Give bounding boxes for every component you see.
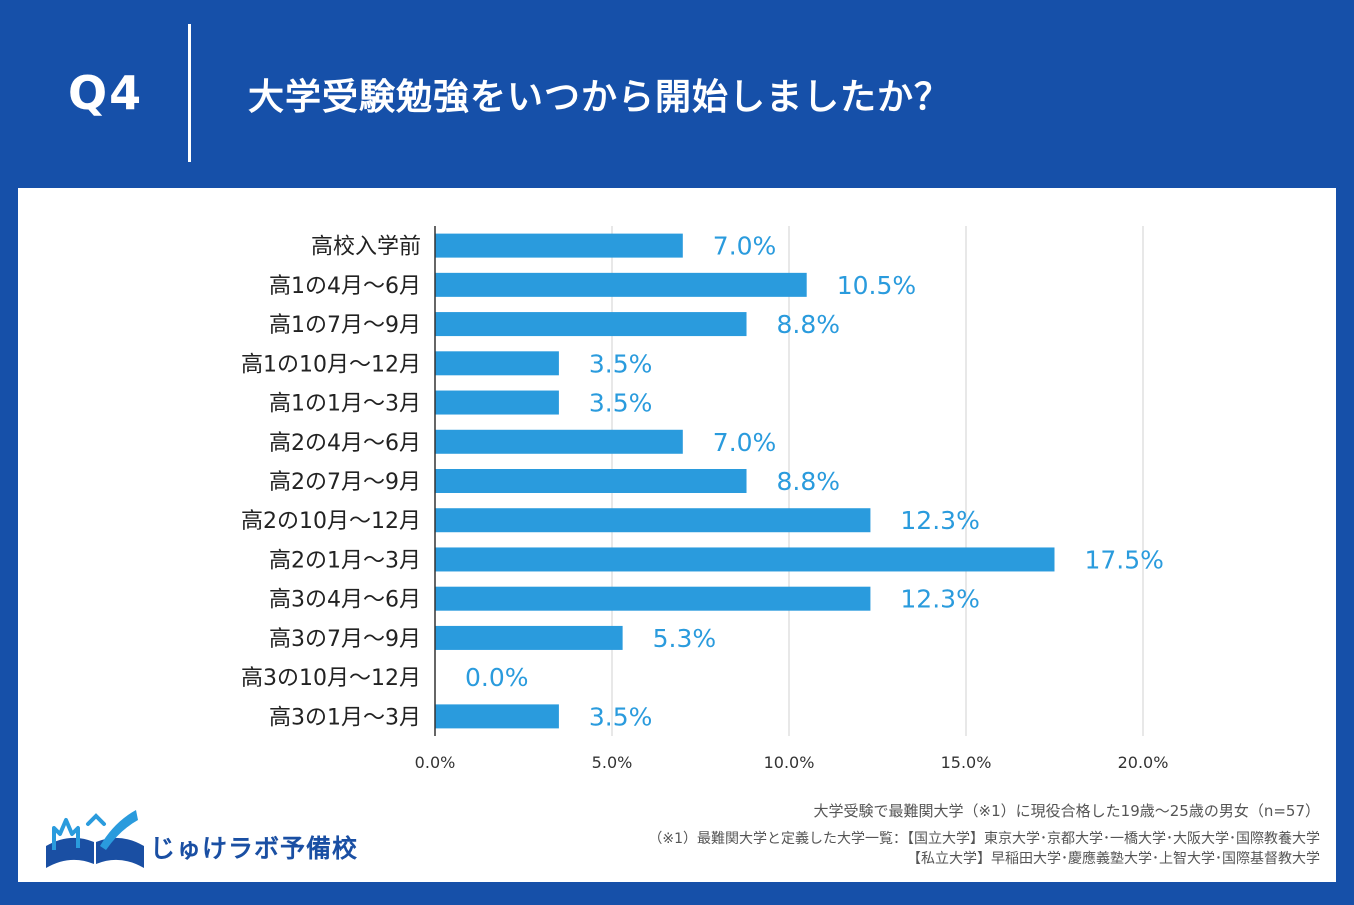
bar: [435, 704, 559, 729]
bar-chart: 0.0% 5.0% 10.0% 15.0% 20.0% 高校入学前 7.0% 高1の4月〜6月…: [241, 226, 1169, 772]
category-label: 高1の7月〜9月: [269, 313, 421, 338]
value-label: 0.0%: [465, 663, 529, 692]
value-label: 3.5%: [589, 389, 653, 418]
x-tick-label: 5.0%: [592, 753, 633, 772]
logo-text: じゅけラボ予備校: [150, 834, 359, 863]
category-label: 高3の7月〜9月: [269, 627, 421, 652]
value-label: 10.5%: [837, 271, 916, 300]
x-tick-label: 15.0%: [941, 753, 992, 772]
category-label: 高3の4月〜6月: [269, 588, 421, 613]
category-label: 高2の1月〜3月: [269, 548, 421, 573]
value-label: 12.3%: [900, 585, 979, 614]
category-label: 高3の1月〜3月: [269, 705, 421, 730]
x-tick-label: 20.0%: [1118, 753, 1169, 772]
bar: [435, 508, 871, 533]
header-divider: [188, 24, 191, 162]
survey-note: 大学受験で最難関大学（※1）に現役合格した19歳〜25歳の男女（n=57）: [813, 802, 1320, 820]
question-number: Q4: [68, 66, 144, 120]
bar: [435, 469, 747, 493]
bar: [435, 429, 683, 454]
value-label: 17.5%: [1085, 545, 1164, 574]
bar: [435, 351, 559, 376]
x-tick-label: 0.0%: [415, 753, 456, 772]
bar: [435, 390, 559, 415]
chart-panel: 0.0% 5.0% 10.0% 15.0% 20.0% 高校入学前 7.0% 高1の4月〜6月…: [18, 188, 1336, 882]
category-label: 高校入学前: [311, 235, 421, 260]
bar: [435, 312, 747, 337]
value-label: 7.0%: [713, 428, 777, 457]
value-label: 8.8%: [777, 467, 841, 496]
bar: [435, 233, 683, 258]
value-label: 7.0%: [713, 232, 777, 261]
book-logo-icon: [46, 810, 144, 868]
header: Q4 大学受験勉強をいつから開始しましたか？: [0, 0, 1354, 188]
category-label: 高1の1月〜3月: [269, 392, 421, 417]
bar: [435, 586, 871, 611]
bar: [435, 547, 1055, 572]
bar: [435, 625, 623, 650]
question-title: 大学受験勉強をいつから開始しましたか？: [248, 77, 952, 118]
category-label: 高1の4月〜6月: [269, 274, 421, 299]
value-label: 8.8%: [777, 310, 841, 339]
value-label: 3.5%: [589, 349, 653, 378]
definition-note-private: 【私立大学】早稲田大学･慶應義塾大学･上智大学･国際基督教大学: [907, 851, 1320, 867]
x-tick-label: 10.0%: [764, 753, 815, 772]
value-label: 5.3%: [653, 624, 717, 653]
category-label: 高2の4月〜6月: [269, 431, 421, 456]
value-label: 3.5%: [589, 702, 653, 731]
bar: [435, 272, 807, 297]
category-label: 高3の10月〜12月: [241, 666, 421, 691]
category-label: 高1の10月〜12月: [241, 352, 421, 377]
category-label: 高2の7月〜9月: [269, 470, 421, 495]
definition-note-national: （※1）最難関大学と定義した大学一覧：【国立大学】東京大学･京都大学･一橋大学･…: [648, 831, 1320, 847]
value-label: 12.3%: [900, 506, 979, 535]
category-label: 高2の10月〜12月: [241, 509, 421, 534]
